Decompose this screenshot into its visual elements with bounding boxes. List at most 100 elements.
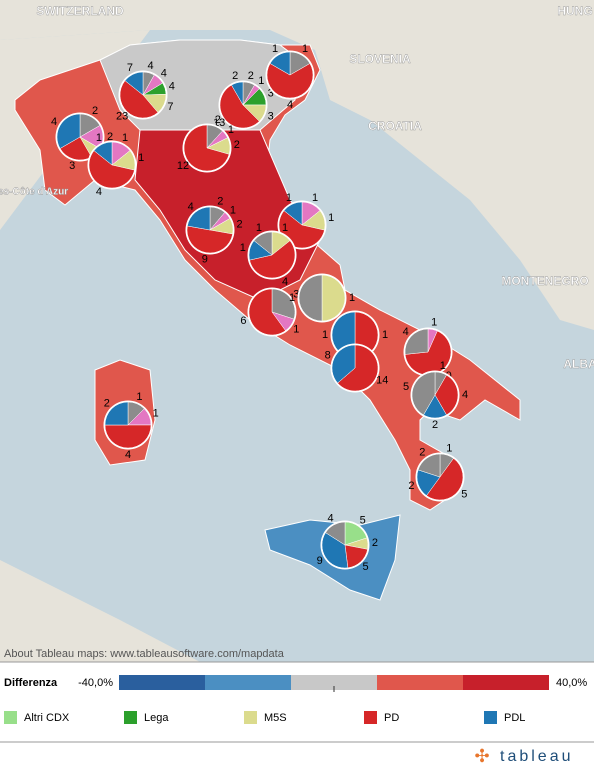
legend-swatch xyxy=(244,711,257,724)
pie-slice xyxy=(266,63,314,99)
slice-label: 4 xyxy=(125,449,131,461)
slice-label: 2 xyxy=(215,114,221,126)
slice-label: 3 xyxy=(69,160,75,172)
pie-slice xyxy=(187,206,211,231)
logo-icon: ✣ xyxy=(474,746,489,766)
slice-label: 1 xyxy=(289,292,295,304)
slice-label: 1 xyxy=(240,242,246,254)
slice-label: 5 xyxy=(461,489,467,501)
legend-label: Altri CDX xyxy=(24,712,70,724)
pie-slice xyxy=(283,201,303,226)
legend-swatch xyxy=(484,711,497,724)
slice-label: 4 xyxy=(169,80,175,92)
pie-slice xyxy=(104,424,152,449)
slice-label: 4 xyxy=(327,513,333,525)
land-africa xyxy=(0,560,200,662)
slice-label: 1 xyxy=(286,192,292,204)
slice-label: 1 xyxy=(228,124,234,136)
slice-label: 9 xyxy=(317,555,323,567)
slice-label: 4 xyxy=(403,326,409,338)
scale-segment xyxy=(377,675,463,690)
legend-min: -40,0% xyxy=(78,677,113,689)
slice-label: 4 xyxy=(51,116,57,128)
slice-label: 4 xyxy=(282,276,288,288)
slice-label: 1 xyxy=(446,442,452,454)
slice-label: 2 xyxy=(419,447,425,459)
slice-label: 1 xyxy=(440,360,446,372)
slice-label: 2 xyxy=(92,105,98,117)
slice-label: 1 xyxy=(136,391,142,403)
slice-label: 1 xyxy=(431,317,437,329)
slice-label: 4 xyxy=(148,60,154,72)
slice-label: 4 xyxy=(462,389,468,401)
country-label: CROATIA xyxy=(368,119,422,133)
legend-max: 40,0% xyxy=(556,677,587,689)
pie-slice xyxy=(93,141,113,166)
pie-slice xyxy=(331,344,356,384)
country-label: SWITZERLAND xyxy=(36,4,124,18)
color-scale xyxy=(119,675,549,692)
scale-segment xyxy=(291,675,377,690)
pie-slice xyxy=(298,274,323,322)
slice-label: 4 xyxy=(96,186,102,198)
tableau-logo: tableau xyxy=(500,748,574,765)
country-label: SLOVENIA xyxy=(349,52,411,66)
pie-slice xyxy=(404,330,452,376)
pie-slice xyxy=(417,453,441,478)
slice-label: 2 xyxy=(432,419,438,431)
country-label: MONTENEGRO xyxy=(501,274,588,288)
pie-slice xyxy=(321,532,349,569)
slice-label: 1 xyxy=(258,75,264,87)
slice-label: 12 xyxy=(177,160,189,172)
scale-segment xyxy=(205,675,291,690)
scale-segment xyxy=(119,675,205,690)
slice-label: 5 xyxy=(403,381,409,393)
pie-slice xyxy=(426,458,464,501)
slice-label: 8 xyxy=(325,349,331,361)
slice-label: 1 xyxy=(328,212,334,224)
pie-slice xyxy=(249,240,296,279)
slice-label: 2 xyxy=(408,480,414,492)
pie-slice xyxy=(325,521,346,546)
pie-slice xyxy=(434,374,459,416)
slice-label: 1 xyxy=(293,324,299,336)
slice-label: 14 xyxy=(376,374,388,386)
slice-label: 3 xyxy=(268,87,274,99)
slice-label: 5 xyxy=(362,561,368,573)
pie-slice xyxy=(56,113,81,149)
slice-label: 1 xyxy=(153,407,159,419)
slice-label: 6 xyxy=(240,315,246,327)
slice-label: 7 xyxy=(127,62,133,74)
pie-slice xyxy=(119,80,159,119)
legend-swatch xyxy=(124,711,137,724)
slice-label: 2 xyxy=(234,139,240,151)
legend-label: M5S xyxy=(264,712,287,724)
slice-label: 2 xyxy=(236,219,242,231)
pie-slice xyxy=(219,84,260,129)
slice-label: 2 xyxy=(107,131,113,143)
pie-slice xyxy=(248,288,286,336)
slice-label: 1 xyxy=(349,292,355,304)
legend-label: PD xyxy=(384,712,399,724)
slice-label: 1 xyxy=(122,132,128,144)
slice-label: 1 xyxy=(302,43,308,55)
country-label: HUNG xyxy=(557,4,592,18)
slice-label: 3 xyxy=(268,110,274,122)
slice-label: 2 xyxy=(104,398,110,410)
slice-label: 1 xyxy=(312,192,318,204)
legend-title: Differenza xyxy=(4,677,58,689)
land-east xyxy=(0,0,594,330)
party-legend: Altri CDX Lega M5S PD PDL xyxy=(4,711,525,724)
scale-segment xyxy=(463,675,549,690)
legend-swatch xyxy=(364,711,377,724)
slice-label: 1 xyxy=(272,43,278,55)
slice-label: 2 xyxy=(248,70,254,82)
slice-label: 5 xyxy=(360,515,366,527)
slice-label: 4 xyxy=(161,67,167,79)
pie-slice xyxy=(186,225,233,254)
pie-slice xyxy=(124,71,144,96)
slice-label: 7 xyxy=(167,101,173,113)
slice-label: 1 xyxy=(322,329,328,341)
pie-slice xyxy=(231,81,244,106)
